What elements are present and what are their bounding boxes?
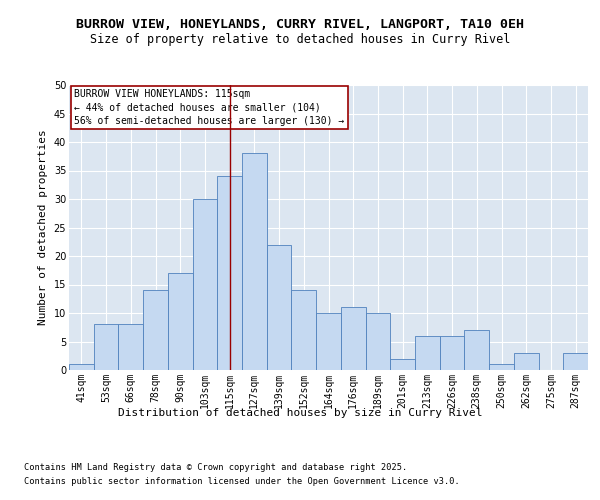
Bar: [94, 324, 118, 370]
Bar: [69, 364, 94, 370]
Bar: [563, 353, 588, 370]
Bar: [118, 324, 143, 370]
Bar: [217, 176, 242, 370]
Bar: [440, 336, 464, 370]
Bar: [168, 273, 193, 370]
Bar: [292, 290, 316, 370]
Bar: [464, 330, 489, 370]
Bar: [514, 353, 539, 370]
Text: Contains public sector information licensed under the Open Government Licence v3: Contains public sector information licen…: [24, 476, 460, 486]
Bar: [365, 313, 390, 370]
Bar: [242, 154, 267, 370]
Bar: [341, 308, 365, 370]
Text: Size of property relative to detached houses in Curry Rivel: Size of property relative to detached ho…: [90, 32, 510, 46]
Text: BURROW VIEW, HONEYLANDS, CURRY RIVEL, LANGPORT, TA10 0EH: BURROW VIEW, HONEYLANDS, CURRY RIVEL, LA…: [76, 18, 524, 30]
Bar: [390, 358, 415, 370]
Bar: [267, 244, 292, 370]
Text: Contains HM Land Registry data © Crown copyright and database right 2025.: Contains HM Land Registry data © Crown c…: [24, 463, 407, 472]
Y-axis label: Number of detached properties: Number of detached properties: [38, 130, 48, 326]
Text: BURROW VIEW HONEYLANDS: 115sqm
← 44% of detached houses are smaller (104)
56% of: BURROW VIEW HONEYLANDS: 115sqm ← 44% of …: [74, 90, 344, 126]
Bar: [316, 313, 341, 370]
Bar: [415, 336, 440, 370]
Bar: [143, 290, 168, 370]
Bar: [193, 199, 217, 370]
Text: Distribution of detached houses by size in Curry Rivel: Distribution of detached houses by size …: [118, 408, 482, 418]
Bar: [489, 364, 514, 370]
